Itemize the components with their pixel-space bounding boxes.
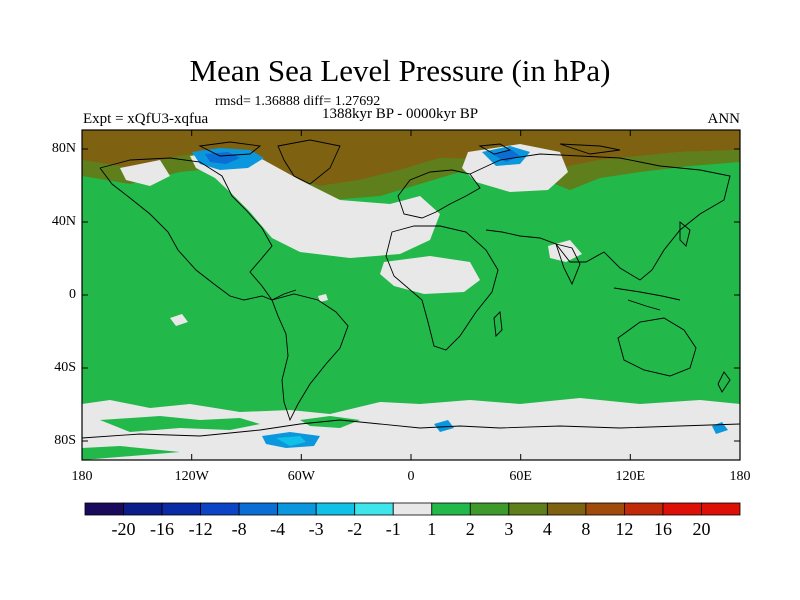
stats-text: rmsd= 1.36888 diff= 1.27692: [215, 94, 381, 109]
lon-label-60e: 60E: [509, 469, 532, 484]
colorbar-box-10: [469, 502, 510, 516]
colorbar-label: 3: [504, 519, 514, 539]
colorbar-label: 16: [653, 519, 672, 539]
lon-label-120e: 120E: [615, 469, 646, 484]
lat-label-0: 0: [69, 287, 76, 302]
lat-label-40n: 40N: [51, 214, 76, 229]
colorbar-label: -20: [111, 519, 136, 539]
colorbar-label: -4: [270, 519, 286, 539]
colorbar-label: -8: [231, 519, 247, 539]
colorbar-label: 4: [542, 519, 552, 539]
colorbar-label: 8: [581, 519, 591, 539]
lon-label-0: 0: [407, 469, 415, 484]
colorbar-box-9: [431, 502, 471, 516]
colorbar-label: -3: [308, 519, 324, 539]
lon-label-180w: 180: [71, 469, 93, 484]
colorbar-box-15: [662, 502, 702, 516]
colorbar-label: -2: [347, 519, 363, 539]
colorbar-box-5: [277, 502, 317, 516]
lat-label-80s: 80S: [54, 433, 76, 448]
colorbar-box-16: [701, 502, 741, 516]
colorbar-box-14: [624, 502, 664, 516]
lon-label-180e: 180: [729, 469, 751, 484]
experiment-label: Expt = xQfU3-xqfua: [83, 111, 209, 127]
season-label: ANN: [707, 111, 741, 127]
colorbar-label: 20: [692, 519, 711, 539]
colorbar: [84, 502, 741, 516]
colorbar-box-8: [392, 502, 433, 516]
map-title: Mean Sea Level Pressure (in hPa): [189, 53, 611, 88]
period-text: 1388kyr BP - 0000kyr BP: [322, 106, 479, 122]
colorbar-label: -12: [188, 519, 213, 539]
latitude-ticks: [82, 148, 740, 442]
longitude-ticks: [191, 130, 631, 460]
colorbar-box-1: [123, 502, 163, 516]
colorbar-label: -16: [150, 519, 175, 539]
colorbar-label: 1: [427, 519, 437, 539]
colorbar-box-7: [354, 502, 394, 516]
colorbar-box-2: [161, 502, 201, 516]
colorbar-box-13: [585, 502, 625, 516]
colorbar-box-0: [84, 502, 124, 516]
africa-low-anomaly: [380, 256, 480, 294]
lon-label-60w: 60W: [287, 469, 315, 484]
colorbar-box-12: [546, 502, 587, 516]
lat-label-40s: 40S: [54, 360, 76, 375]
north-atlantic-low-anomaly: [190, 150, 440, 258]
colorbar-box-4: [238, 502, 279, 516]
colorbar-label: 2: [465, 519, 475, 539]
coastlines: [82, 139, 740, 439]
colorbar-label: 12: [615, 519, 634, 539]
colorbar-box-3: [200, 502, 240, 516]
colorbar-box-6: [315, 502, 356, 516]
colorbar-box-11: [508, 502, 548, 516]
colorbar-label: -1: [385, 519, 401, 539]
lon-label-120w: 120W: [174, 469, 209, 484]
lat-label-80n: 80N: [51, 141, 76, 156]
